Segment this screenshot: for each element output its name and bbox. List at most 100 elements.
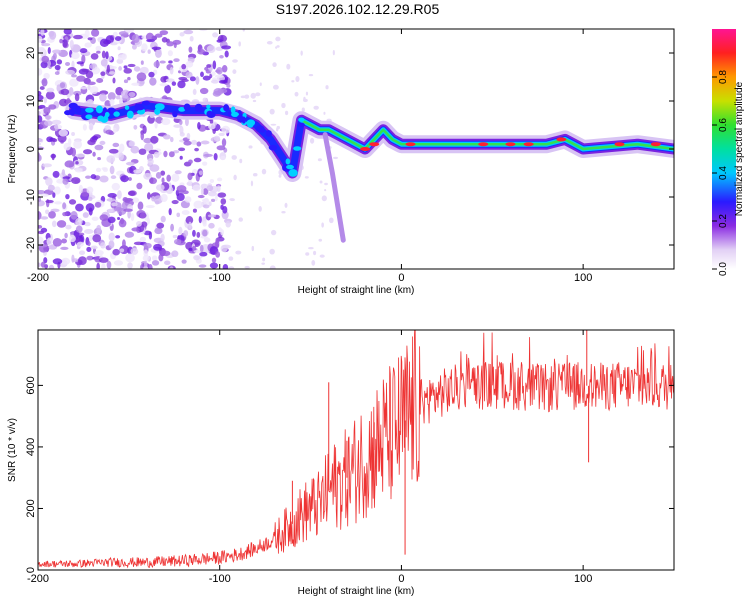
noise-blob bbox=[211, 71, 216, 76]
noise-blob bbox=[133, 169, 142, 174]
ridge-blob bbox=[194, 103, 203, 111]
noise-blob bbox=[65, 61, 71, 66]
noise-blob bbox=[70, 211, 78, 220]
noise-blob bbox=[94, 250, 104, 256]
noise-blob bbox=[64, 160, 75, 168]
noise-blob bbox=[164, 84, 172, 94]
noise-blob bbox=[87, 241, 91, 247]
ridge-branch bbox=[322, 132, 346, 243]
noise-blob bbox=[165, 78, 175, 83]
ridge-blob bbox=[178, 106, 186, 112]
noise-blob bbox=[43, 96, 48, 104]
ridge-blob bbox=[285, 158, 291, 165]
noise-blob bbox=[81, 54, 86, 64]
noise-blob bbox=[323, 111, 326, 115]
noise-blob bbox=[284, 110, 289, 116]
noise-blob bbox=[139, 212, 146, 219]
noise-blob bbox=[181, 210, 190, 216]
noise-blob bbox=[130, 145, 140, 154]
noise-blob bbox=[308, 246, 314, 250]
noise-blob bbox=[142, 254, 150, 262]
noise-blob bbox=[221, 125, 231, 134]
noise-blob bbox=[171, 250, 179, 258]
noise-blob bbox=[202, 97, 208, 103]
noise-blob bbox=[47, 47, 51, 54]
noise-blob bbox=[303, 96, 306, 102]
noise-blob bbox=[109, 98, 115, 106]
noise-blob bbox=[176, 185, 187, 193]
spectrogram-x-axis-label: Height of straight line (km) bbox=[298, 285, 415, 296]
noise-blob bbox=[214, 74, 224, 78]
noise-blob bbox=[193, 157, 202, 163]
noise-blob bbox=[106, 260, 112, 269]
noise-blob bbox=[250, 180, 254, 187]
noise-blob bbox=[211, 198, 216, 202]
noise-blob bbox=[295, 75, 300, 82]
noise-blob bbox=[127, 262, 133, 269]
noise-blob bbox=[118, 66, 123, 71]
noise-blob bbox=[146, 192, 151, 200]
noise-blob bbox=[111, 202, 118, 207]
colorbar-label: Normalized spectral amplitude bbox=[734, 81, 745, 216]
noise-blob bbox=[119, 248, 125, 253]
noise-blob bbox=[189, 35, 194, 42]
noise-blob bbox=[193, 249, 202, 253]
noise-blob bbox=[210, 79, 219, 84]
noise-blob bbox=[225, 220, 231, 228]
noise-blob bbox=[132, 197, 140, 203]
noise-blob bbox=[119, 217, 125, 225]
noise-blob bbox=[100, 71, 106, 76]
noise-blob bbox=[95, 45, 102, 52]
ridge-blob bbox=[85, 107, 94, 113]
noise-blob bbox=[109, 42, 118, 46]
noise-blob bbox=[284, 202, 288, 208]
noise-blob bbox=[114, 36, 122, 41]
noise-blob bbox=[309, 137, 315, 144]
noise-blob bbox=[202, 220, 207, 227]
noise-blob bbox=[170, 223, 174, 232]
noise-blob bbox=[158, 253, 164, 262]
noise-blob bbox=[77, 256, 87, 265]
noise-blob bbox=[125, 161, 135, 166]
noise-blob bbox=[101, 50, 106, 59]
noise-blob bbox=[174, 170, 182, 175]
noise-blob bbox=[188, 46, 193, 53]
noise-blob bbox=[117, 216, 121, 221]
noise-blob bbox=[161, 118, 171, 126]
noise-blob bbox=[108, 71, 116, 75]
noise-blob bbox=[46, 237, 53, 246]
noise-blob bbox=[79, 250, 86, 256]
noise-blob bbox=[38, 115, 43, 123]
noise-blob bbox=[133, 124, 138, 130]
noise-blob bbox=[60, 246, 69, 251]
noise-blob bbox=[51, 119, 62, 125]
noise-blob bbox=[226, 83, 231, 88]
noise-blob bbox=[75, 203, 84, 212]
noise-blob bbox=[291, 80, 295, 83]
noise-blob bbox=[107, 216, 116, 224]
noise-blob bbox=[106, 155, 116, 163]
noise-blob bbox=[86, 246, 92, 252]
noise-blob bbox=[85, 70, 94, 79]
noise-blob bbox=[160, 215, 166, 223]
noise-blob bbox=[139, 236, 147, 242]
noise-blob bbox=[313, 250, 317, 256]
snr-y-axis-label: SNR (10 * v/v) bbox=[7, 418, 18, 482]
noise-blob bbox=[162, 134, 171, 140]
noise-blob bbox=[137, 201, 144, 210]
noise-blob bbox=[84, 221, 91, 227]
noise-blob bbox=[239, 158, 243, 164]
noise-blob bbox=[40, 193, 49, 197]
ridge-peak bbox=[405, 142, 416, 147]
noise-blob bbox=[142, 125, 147, 134]
ridge-blob bbox=[113, 111, 120, 117]
snr-frame bbox=[37, 329, 675, 571]
noise-blob bbox=[88, 196, 93, 201]
noise-blob bbox=[199, 251, 208, 257]
noise-blob bbox=[251, 245, 255, 252]
noise-blob bbox=[102, 167, 108, 172]
noise-blob bbox=[38, 137, 43, 143]
noise-blob bbox=[110, 175, 117, 180]
noise-blob bbox=[155, 116, 164, 124]
